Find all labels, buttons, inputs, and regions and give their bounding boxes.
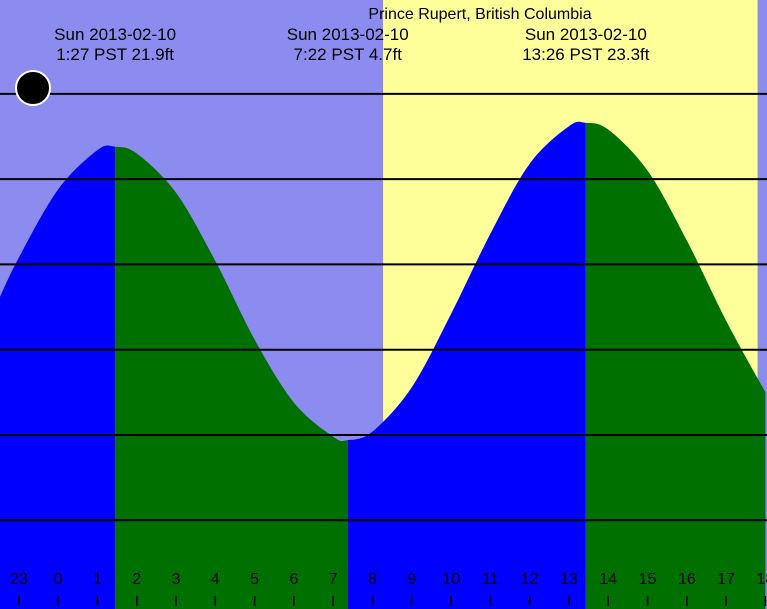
x-tick-label: 11	[482, 571, 499, 588]
x-tick-label: 4	[211, 571, 220, 588]
event-label: 1:27 PST 21.9ft	[56, 45, 174, 64]
tide-area	[0, 121, 766, 609]
x-tick-label: 9	[407, 571, 416, 588]
event-label: 13:26 PST 23.3ft	[522, 45, 650, 64]
falling-tide-area	[115, 146, 348, 609]
x-tick-label: 6	[289, 571, 298, 588]
x-tick-label: 14	[599, 571, 617, 588]
x-tick-label: 17	[717, 571, 735, 588]
event-label: 7:22 PST 4.7ft	[294, 45, 403, 64]
rising-tide-area	[347, 121, 586, 609]
labels: 230123456789101112131415161718Sun 2013-0…	[10, 25, 767, 606]
x-tick-label: 8	[368, 571, 377, 588]
falling-tide-area	[585, 122, 766, 609]
event-date: Sun 2013-02-10	[287, 25, 409, 44]
x-tick-label: 7	[329, 571, 338, 588]
x-tick-label: 12	[521, 571, 539, 588]
x-tick-label: 15	[639, 571, 657, 588]
x-tick-label: 16	[678, 571, 696, 588]
event-date: Sun 2013-02-10	[54, 25, 176, 44]
moon-icon	[15, 70, 51, 106]
event-date: Sun 2013-02-10	[525, 25, 647, 44]
x-tick-label: 23	[10, 571, 28, 588]
x-tick-label: 10	[442, 571, 460, 588]
x-tick-label: 13	[560, 571, 578, 588]
rising-tide-area	[0, 145, 116, 609]
x-tick-label: 0	[54, 571, 63, 588]
grid	[0, 92, 767, 522]
chart-title: Prince Rupert, British Columbia	[368, 6, 591, 23]
x-tick-label: 2	[132, 571, 141, 588]
x-tick-label: 5	[250, 571, 259, 588]
x-tick-label: 18	[757, 571, 767, 588]
x-tick-label: 3	[172, 571, 181, 588]
x-tick-label: 1	[93, 571, 102, 588]
